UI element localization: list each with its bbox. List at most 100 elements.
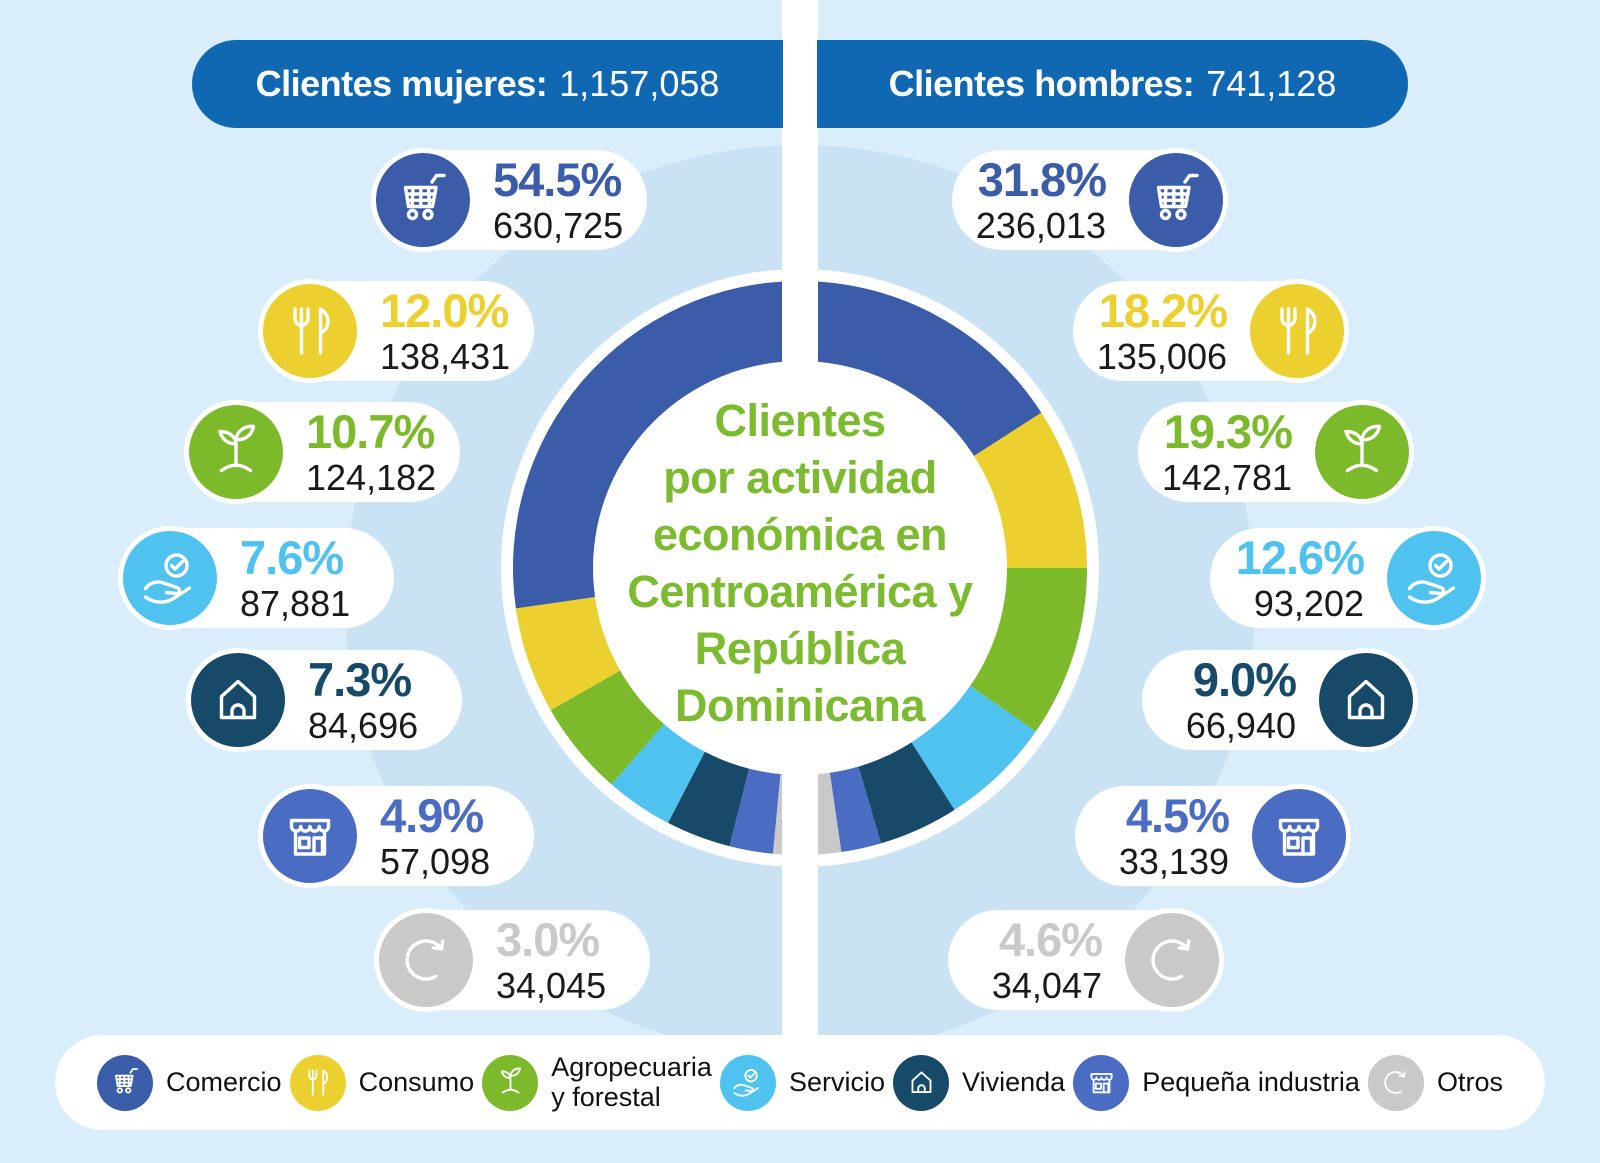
legend-item-agropecuaria: Agropecuaria y forestal [482,1053,712,1111]
stat-pill-men-servicio: 12.6% 93,202 [1210,526,1486,630]
donut-segment-left-comercio [512,280,800,609]
stat-percent: 19.3% [1163,405,1293,458]
stat-text: 7.6% 87,881 [240,534,350,622]
legend-label: Servicio [788,1066,885,1097]
stat-count: 33,139 [1118,841,1229,882]
stat-pill-women-consumo: 12.0% 138,431 [258,279,534,383]
legend-item-servicio: Servicio [719,1054,885,1111]
stat-text: 7.3% 84,696 [308,656,418,744]
legend-item-comercio: Comercio [97,1054,282,1111]
shopping-cart-icon [97,1054,153,1111]
seedling-icon [184,400,288,504]
legend-label: Consumo [358,1066,475,1097]
stat-count: 135,006 [1096,336,1227,377]
legend-item-consumo: Consumo [289,1054,475,1111]
donut-segment-right-comercio [800,281,1042,460]
stat-percent: 4.6% [998,913,1103,966]
stat-count: 66,940 [1185,705,1296,746]
stat-text: 18.2% 135,006 [1096,287,1228,377]
legend-item-pequena_industria: Pequeña industria [1073,1054,1360,1111]
shopping-cart-icon [1124,148,1228,252]
stat-count: 87,881 [240,583,351,624]
stat-pill-women-pequena_industria: 4.9% 57,098 [258,784,534,888]
stat-percent: 10.7% [306,405,435,458]
women-total-pill: Clientes mujeres: 1,157,058 [192,40,783,128]
stat-text: 12.6% 93,202 [1235,531,1365,624]
donut-segment-left-servicio [611,718,709,823]
stat-count: 34,045 [496,965,607,1006]
center-title-line: Centroamérica y [627,566,973,617]
stat-text: 54.5% 630,725 [493,156,623,244]
stat-pill-men-agropecuaria: 19.3% 142,781 [1138,400,1414,504]
stat-text: 4.5% 33,139 [1118,789,1230,882]
stat-pill-women-vivienda: 7.3% 84,696 [186,648,462,752]
legend-label: Pequeña industria [1142,1066,1360,1097]
stat-percent: 7.3% [308,653,412,706]
men-total-pill: Clientes hombres: 741,128 [817,40,1408,128]
stat-pill-men-comercio: 31.8% 236,013 [952,148,1228,252]
stat-count: 142,781 [1161,457,1292,498]
donut-segment-left-pequena_industria [729,761,782,854]
stat-pill-women-comercio: 54.5% 630,725 [371,148,647,252]
storefront-icon [1247,784,1351,888]
storefront-icon [1073,1054,1130,1111]
stat-text: 4.9% 57,098 [380,792,490,880]
stat-text: 12.0% 138,431 [380,287,510,375]
house-icon [1314,648,1418,752]
stat-count: 57,098 [380,841,491,882]
stat-text: 3.0% 34,045 [496,916,606,1004]
donut-segment-right-agropecuaria [964,568,1087,732]
cutlery-icon [258,279,362,383]
stat-percent: 4.9% [380,789,484,842]
seedling-icon [482,1054,539,1111]
stat-pill-women-agropecuaria: 10.7% 124,182 [184,400,460,504]
donut-segment-right-vivienda [856,736,955,844]
refresh-arrow-icon [1367,1054,1424,1111]
stat-count: 124,182 [306,457,437,498]
center-title-line: Clientes [714,395,886,446]
donut-segment-left-consumo [515,596,627,711]
legend-label: Otros [1436,1066,1503,1097]
stat-count: 630,725 [493,205,624,246]
legend-label: Agropecuaria y forestal [551,1052,712,1112]
donut-segment-right-pequena_industria [828,759,881,853]
center-title-line: Dominicana [674,680,926,731]
stat-text: 10.7% 124,182 [306,408,436,496]
stat-percent: 12.6% [1235,531,1365,584]
shopping-cart-icon [371,148,475,252]
center-title-line: económica en [652,509,948,560]
refresh-arrow-icon [1120,908,1224,1012]
stat-pill-men-vivienda: 9.0% 66,940 [1142,648,1418,752]
men-total-value: 741,128 [1206,63,1337,104]
stat-percent: 3.0% [496,913,600,966]
donut-segment-left-vivienda [668,745,751,847]
hand-check-icon [1382,526,1486,630]
stat-pill-women-servicio: 7.6% 87,881 [118,526,394,630]
stat-percent: 4.5% [1125,789,1230,842]
stat-count: 236,013 [975,205,1106,246]
center-title: Clientes por actividad económica en Cent… [565,392,1035,734]
women-total-value: 1,157,058 [559,63,720,104]
center-title-line: República [694,623,906,674]
legend-label: Vivienda [962,1066,1066,1097]
stat-percent: 54.5% [493,153,622,206]
stat-count: 84,696 [308,705,419,746]
stat-percent: 31.8% [977,153,1107,206]
stat-text: 31.8% 236,013 [975,153,1107,246]
men-total-label: Clientes hombres: [888,63,1195,104]
stat-text: 19.3% 142,781 [1161,405,1293,498]
house-icon [893,1054,950,1111]
stat-pill-women-otros: 3.0% 34,045 [374,908,650,1012]
legend-bar: Comercio Consumo Agropecuaria y forestal Se… [55,1035,1545,1130]
stat-pill-men-otros: 4.6% 34,047 [948,908,1224,1012]
stat-count: 93,202 [1253,583,1364,624]
women-total-label: Clientes mujeres: [255,63,548,104]
stat-percent: 9.0% [1192,653,1297,706]
stat-percent: 7.6% [240,531,344,584]
cutlery-icon [289,1054,346,1111]
hand-check-icon [118,526,222,630]
stat-pill-men-pequena_industria: 4.5% 33,139 [1075,784,1351,888]
stat-text: 9.0% 66,940 [1185,653,1297,746]
center-divider [782,0,818,1035]
